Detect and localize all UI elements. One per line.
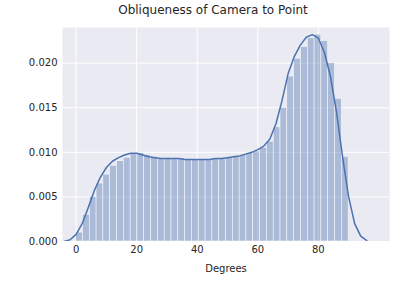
svg-text:0.015: 0.015 xyxy=(29,102,58,113)
svg-text:0.010: 0.010 xyxy=(29,147,58,158)
svg-text:20: 20 xyxy=(130,244,143,255)
svg-text:60: 60 xyxy=(251,244,264,255)
svg-text:0.020: 0.020 xyxy=(29,57,58,68)
svg-text:0: 0 xyxy=(73,244,79,255)
svg-text:0.005: 0.005 xyxy=(29,191,58,202)
svg-text:0.000: 0.000 xyxy=(29,236,58,247)
svg-text:Degrees: Degrees xyxy=(205,263,247,274)
html-text:Obliqueness of Camera to Point: Obliqueness of Camera to Point xyxy=(118,3,308,17)
svg-text:80: 80 xyxy=(312,244,325,255)
svg-text:40: 40 xyxy=(191,244,204,255)
